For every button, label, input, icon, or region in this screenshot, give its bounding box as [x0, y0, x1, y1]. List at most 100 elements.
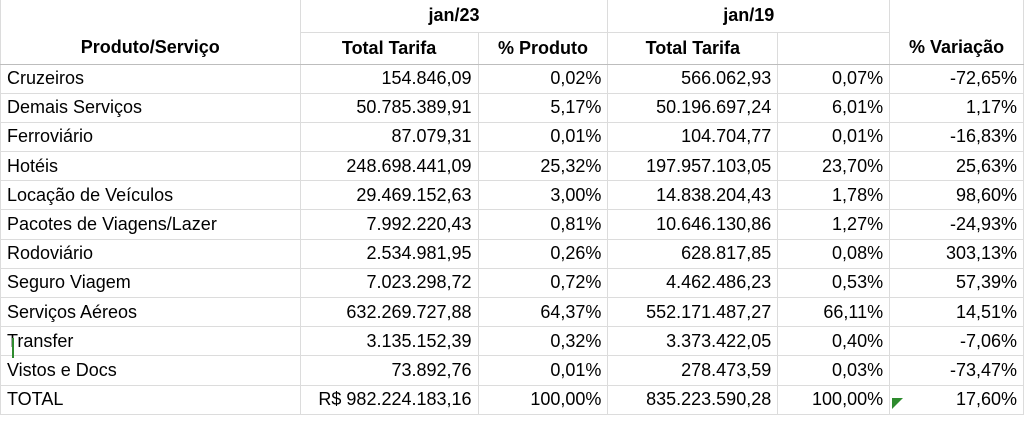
header-pct-produto-23[interactable]: % Produto — [478, 32, 609, 65]
cell-pct-produto-23[interactable]: 0,02% — [478, 64, 609, 94]
cell-pct-produto-23[interactable]: 64,37% — [478, 297, 609, 328]
cell-total-tarifa-19[interactable]: 197.957.103,05 — [607, 151, 779, 182]
header-variacao[interactable]: % Variação — [889, 32, 1024, 65]
cell-total-tarifa-23[interactable]: 7.992.220,43 — [300, 209, 479, 240]
cell-total-tarifa-19[interactable]: 50.196.697,24 — [607, 93, 779, 123]
cell-pct-produto-23[interactable]: 100,00% — [478, 385, 609, 415]
cell-variacao[interactable]: -7,06% — [889, 326, 1024, 357]
cell-total-tarifa-19[interactable]: 835.223.590,28 — [607, 385, 779, 415]
cell-pct-19[interactable]: 0,03% — [777, 355, 891, 386]
cell-total-tarifa-19[interactable]: 628.817,85 — [607, 239, 779, 269]
cell-pct-19[interactable]: 0,07% — [777, 64, 891, 94]
cell-pct-produto-23[interactable]: 0,01% — [478, 122, 609, 153]
header-group-jan19[interactable]: jan/19 — [607, 0, 891, 33]
header-row-columns: Produto/Serviço Total Tarifa % Produto T… — [0, 32, 1024, 65]
cell-pct-produto-23[interactable]: 0,72% — [478, 268, 609, 299]
cell-comment-indicator — [892, 398, 903, 409]
cell-variacao[interactable]: -24,93% — [889, 209, 1024, 240]
cell-variacao[interactable]: -16,83% — [889, 122, 1024, 153]
cell-variacao[interactable]: 98,60% — [889, 180, 1024, 211]
cell-pct-19[interactable]: 1,27% — [777, 209, 891, 240]
cell-produto[interactable]: Hotéis — [0, 151, 301, 182]
table-row: Hotéis 248.698.441,09 25,32% 197.957.103,05… — [0, 151, 1024, 182]
header-produto[interactable]: Produto/Serviço — [0, 32, 301, 65]
cell-pct-19[interactable]: 0,40% — [777, 326, 891, 357]
cell-pct-19[interactable]: 6,01% — [777, 93, 891, 123]
cell-variacao[interactable]: 303,13% — [889, 239, 1024, 269]
cell-pct-19[interactable]: 0,08% — [777, 239, 891, 269]
table-row: Rodoviário 2.534.981,95 0,26% 628.817,85 0,0… — [0, 239, 1024, 269]
table-row: Locação de Veículos 29.469.152,63 3,00% 14.… — [0, 180, 1024, 211]
cell-total-tarifa-19[interactable]: 14.838.204,43 — [607, 180, 779, 211]
header-group-jan23[interactable]: jan/23 — [300, 0, 609, 33]
cell-produto[interactable]: Vistos e Docs — [0, 355, 301, 386]
cell-total-tarifa-19[interactable]: 566.062,93 — [607, 64, 779, 94]
cell-indicator-bar — [12, 338, 14, 358]
cell-variacao[interactable]: 17,60% — [889, 385, 1024, 415]
cell-total-tarifa-23[interactable]: R$ 982.224.183,16 — [300, 385, 479, 415]
cell-produto[interactable]: Cruzeiros — [0, 64, 301, 94]
table-row: Pacotes de Viagens/Lazer 7.992.220,43 0,81… — [0, 209, 1024, 240]
cell-produto[interactable]: Locação de Veículos — [0, 180, 301, 211]
cell-total-tarifa-23[interactable]: 73.892,76 — [300, 355, 479, 386]
cell-produto[interactable]: Pacotes de Viagens/Lazer — [0, 209, 301, 240]
cell-pct-19[interactable]: 0,53% — [777, 268, 891, 299]
cell-produto[interactable]: TOTAL — [0, 385, 301, 415]
cell-pct-19[interactable]: 66,11% — [777, 297, 891, 328]
cell-total-tarifa-23[interactable]: 50.785.389,91 — [300, 93, 479, 123]
cell-total-tarifa-19[interactable]: 3.373.422,05 — [607, 326, 779, 357]
header-row-groups: jan/23 jan/19 — [0, 0, 1024, 33]
header-cell-empty[interactable] — [0, 0, 301, 32]
cell-total-tarifa-19[interactable]: 104.704,77 — [607, 122, 779, 153]
cell-produto[interactable]: Seguro Viagem — [0, 268, 301, 299]
table-row: Demais Serviços 50.785.389,91 5,17% 50.196.… — [0, 93, 1024, 123]
cell-total-tarifa-23[interactable]: 7.023.298,72 — [300, 268, 479, 299]
cell-produto[interactable]: Ferroviário — [0, 122, 301, 153]
cell-variacao[interactable]: -72,65% — [889, 64, 1024, 94]
cell-pct-produto-23[interactable]: 5,17% — [478, 93, 609, 123]
cell-produto[interactable]: Demais Serviços — [0, 93, 301, 123]
table-row: Vistos e Docs 73.892,76 0,01% 278.473,59 0,0… — [0, 355, 1024, 386]
table-row: Seguro Viagem 7.023.298,72 0,72% 4.462.486,… — [0, 268, 1024, 299]
cell-total-tarifa-19[interactable]: 10.646.130,86 — [607, 209, 779, 240]
tariff-table: jan/23 jan/19 Produto/Serviço Total Tari… — [0, 0, 1024, 415]
table-row: Transfer 3.135.152,39 0,32% 3.373.422,05 0,4… — [0, 326, 1024, 357]
cell-variacao[interactable]: 57,39% — [889, 268, 1024, 299]
cell-pct-19[interactable]: 100,00% — [777, 385, 891, 415]
cell-total-tarifa-23[interactable]: 154.846,09 — [300, 64, 479, 94]
cell-variacao[interactable]: -73,47% — [889, 355, 1024, 386]
cell-pct-produto-23[interactable]: 0,01% — [478, 355, 609, 386]
cell-total-tarifa-19[interactable]: 4.462.486,23 — [607, 268, 779, 299]
cell-total-tarifa-23[interactable]: 87.079,31 — [300, 122, 479, 153]
cell-total-tarifa-23[interactable]: 3.135.152,39 — [300, 326, 479, 357]
cell-produto[interactable]: Serviços Aéreos — [0, 297, 301, 328]
cell-pct-produto-23[interactable]: 0,32% — [478, 326, 609, 357]
cell-pct-produto-23[interactable]: 3,00% — [478, 180, 609, 211]
cell-total-tarifa-23[interactable]: 29.469.152,63 — [300, 180, 479, 211]
header-total-tarifa-19[interactable]: Total Tarifa — [607, 32, 779, 65]
table-row: Ferroviário 87.079,31 0,01% 104.704,77 0,01%… — [0, 122, 1024, 153]
cell-total-tarifa-19[interactable]: 552.171.487,27 — [607, 297, 779, 328]
table-row: Cruzeiros 154.846,09 0,02% 566.062,93 0,07% -… — [0, 64, 1024, 94]
cell-pct-19[interactable]: 0,01% — [777, 122, 891, 153]
cell-pct-produto-23[interactable]: 0,26% — [478, 239, 609, 269]
cell-total-tarifa-19[interactable]: 278.473,59 — [607, 355, 779, 386]
header-total-tarifa-23[interactable]: Total Tarifa — [300, 32, 479, 65]
cell-produto[interactable]: Rodoviário — [0, 239, 301, 269]
cell-pct-produto-23[interactable]: 0,81% — [478, 209, 609, 240]
cell-pct-19[interactable]: 23,70% — [777, 151, 891, 182]
header-pct-19[interactable] — [777, 32, 891, 65]
cell-total-tarifa-23[interactable]: 632.269.727,88 — [300, 297, 479, 328]
cell-pct-19[interactable]: 1,78% — [777, 180, 891, 211]
cell-produto[interactable]: Transfer — [0, 326, 301, 357]
cell-variacao[interactable]: 14,51% — [889, 297, 1024, 328]
table-row: TOTAL R$ 982.224.183,16 100,00% 835.223.590… — [0, 385, 1024, 415]
table-row: Serviços Aéreos 632.269.727,88 64,37% 552.1… — [0, 297, 1024, 328]
cell-pct-produto-23[interactable]: 25,32% — [478, 151, 609, 182]
cell-variacao[interactable]: 1,17% — [889, 93, 1024, 123]
cell-variacao[interactable]: 25,63% — [889, 151, 1024, 182]
cell-total-tarifa-23[interactable]: 2.534.981,95 — [300, 239, 479, 269]
cell-total-tarifa-23[interactable]: 248.698.441,09 — [300, 151, 479, 182]
header-cell-empty-var[interactable] — [889, 0, 1024, 32]
